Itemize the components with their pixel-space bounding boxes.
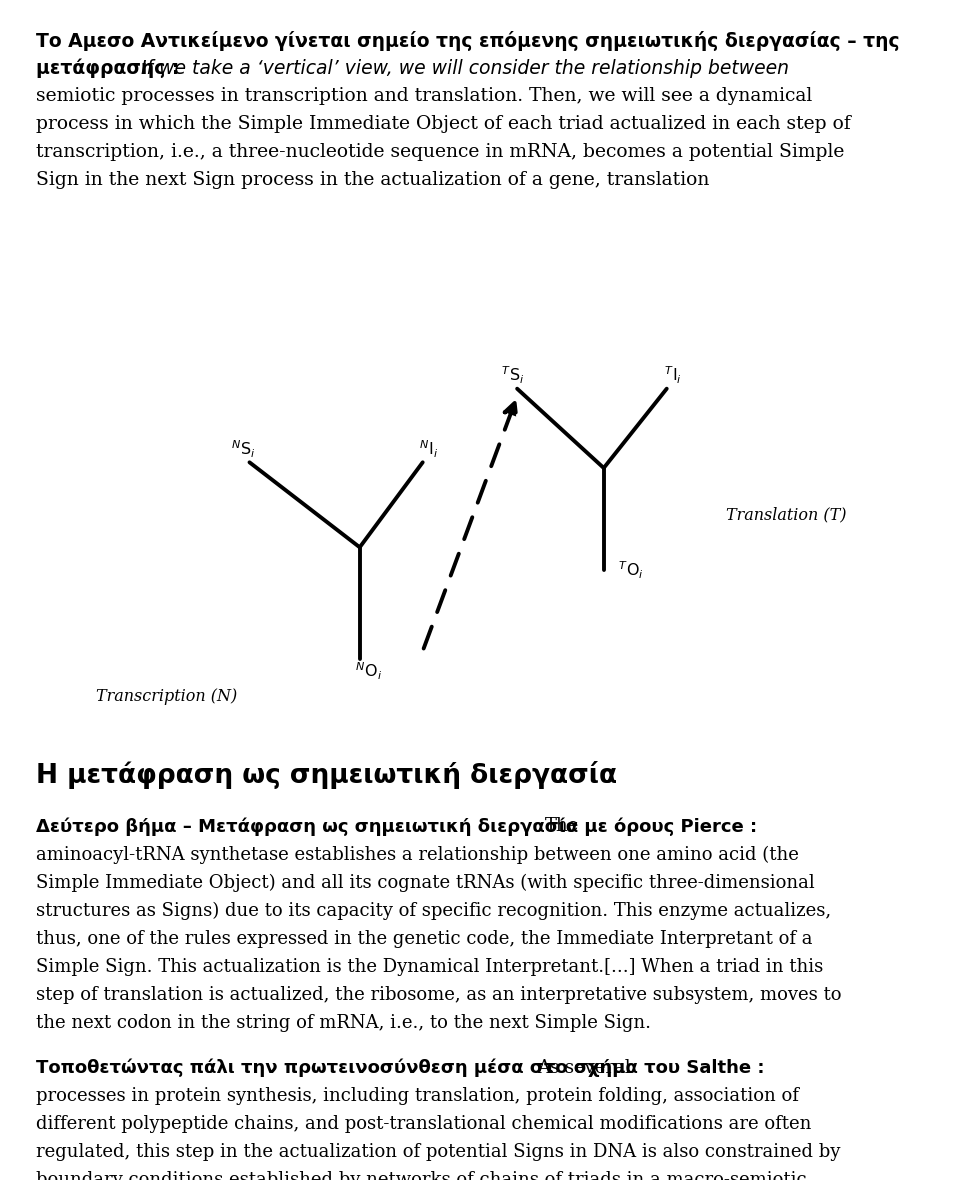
Text: Το Αμεσο Αντικείμενο γίνεται σημείο της επόμενης σημειωτικής διεργασίας – της: Το Αμεσο Αντικείμενο γίνεται σημείο της …: [36, 31, 900, 51]
Text: boundary conditions established by networks of chains of triads in a macro-semio: boundary conditions established by netwo…: [36, 1171, 807, 1180]
Text: $^{\ N}$S$_{i}$: $^{\ N}$S$_{i}$: [228, 439, 255, 460]
Text: Transcription (N): Transcription (N): [96, 688, 237, 704]
Text: $^{\ T}$I$_{i}$: $^{\ T}$I$_{i}$: [661, 365, 682, 386]
Text: μετάφρασης :: μετάφρασης :: [36, 59, 186, 78]
Text: The: The: [544, 818, 579, 835]
Text: $^{\ T}$O$_{i}$: $^{\ T}$O$_{i}$: [615, 559, 644, 581]
Text: processes in protein synthesis, including translation, protein folding, associat: processes in protein synthesis, includin…: [36, 1087, 800, 1104]
Text: Translation (T): Translation (T): [726, 506, 847, 524]
Text: $^{\ N}$I$_{i}$: $^{\ N}$I$_{i}$: [417, 439, 439, 460]
Text: different polypeptide chains, and post-translational chemical modifications are : different polypeptide chains, and post-t…: [36, 1115, 812, 1133]
Text: Sign in the next Sign process in the actualization of a gene, translation: Sign in the next Sign process in the act…: [36, 171, 709, 189]
Text: $^{\ N}$O$_{i}$: $^{\ N}$O$_{i}$: [352, 661, 383, 682]
Text: Τοποθετώντας πάλι την πρωτεινοσύνθεση μέσα στο σχήμα του Salthe :: Τοποθετώντας πάλι την πρωτεινοσύνθεση μέ…: [36, 1058, 771, 1077]
Text: step of translation is actualized, the ribosome, as an interpretative subsystem,: step of translation is actualized, the r…: [36, 985, 842, 1004]
Text: process in which the Simple Immediate Object of each triad actualized in each st: process in which the Simple Immediate Ob…: [36, 114, 852, 133]
Text: structures as Signs) due to its capacity of specific recognition. This enzyme ac: structures as Signs) due to its capacity…: [36, 902, 831, 919]
Text: regulated, this step in the actualization of potential Signs in DNA is also cons: regulated, this step in the actualizatio…: [36, 1143, 841, 1161]
Text: Η μετάφραση ως σημειωτική διεργασία: Η μετάφραση ως σημειωτική διεργασία: [36, 761, 617, 789]
Text: thus, one of the rules expressed in the genetic code, the Immediate Interpretant: thus, one of the rules expressed in the …: [36, 930, 813, 948]
Text: transcription, i.e., a three-nucleotide sequence in mRNA, becomes a potential Si: transcription, i.e., a three-nucleotide …: [36, 143, 845, 160]
Text: semiotic processes in transcription and translation. Then, we will see a dynamic: semiotic processes in transcription and …: [36, 87, 813, 105]
Text: Simple Immediate Object) and all its cognate tRNAs (with specific three-dimensio: Simple Immediate Object) and all its cog…: [36, 873, 815, 892]
Text: the next codon in the string of mRNA, i.e., to the next Simple Sign.: the next codon in the string of mRNA, i.…: [36, 1014, 652, 1031]
Text: Δεύτερο βήμα – Μετάφραση ως σημειωτική διεργασία με όρους Pierce :: Δεύτερο βήμα – Μετάφραση ως σημειωτική δ…: [36, 818, 764, 835]
Text: Simple Sign. This actualization is the Dynamical Interpretant.[...] When a triad: Simple Sign. This actualization is the D…: [36, 958, 824, 976]
Text: $^{\ T}$S$_{i}$: $^{\ T}$S$_{i}$: [498, 365, 524, 386]
Text: As several: As several: [537, 1058, 631, 1077]
Text: If we take a ‘vertical’ view, we will consider the relationship between: If we take a ‘vertical’ view, we will co…: [141, 59, 789, 78]
Text: aminoacyl-tRNA synthetase establishes a relationship between one amino acid (the: aminoacyl-tRNA synthetase establishes a …: [36, 845, 800, 864]
